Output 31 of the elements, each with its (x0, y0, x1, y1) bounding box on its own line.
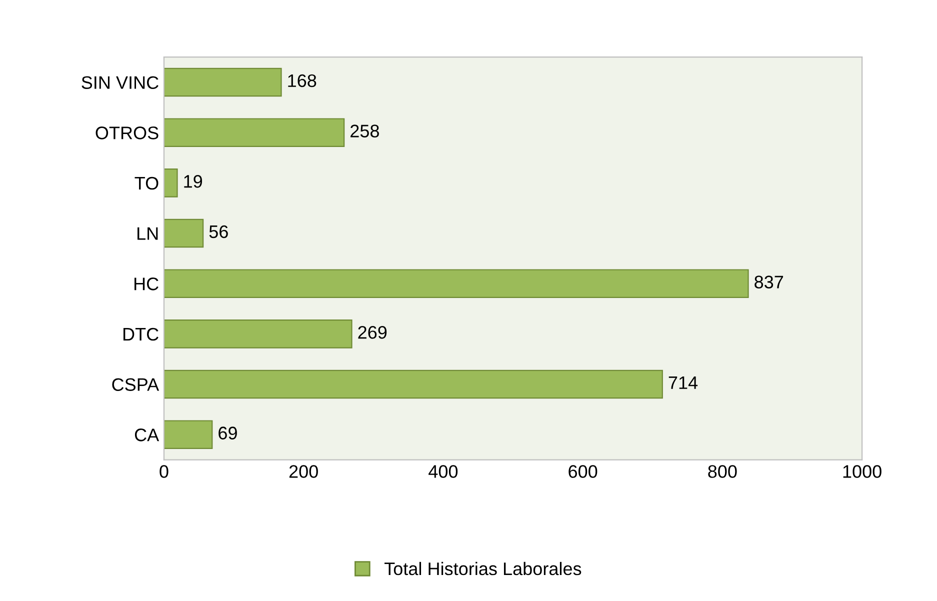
bar (164, 320, 352, 348)
bar (164, 218, 204, 248)
bar (164, 420, 213, 449)
y-tick-label: TO (134, 176, 158, 190)
data-label: 19 (184, 174, 202, 188)
y-tick-label: OTROS (96, 126, 158, 140)
bar (164, 269, 749, 298)
x-tick-label: 800 (708, 465, 737, 478)
data-label: 269 (358, 326, 387, 339)
data-label: 69 (218, 426, 237, 440)
data-label: 258 (350, 124, 379, 138)
data-label: 714 (668, 376, 698, 389)
bar (164, 168, 178, 198)
y-tick-label: HC (134, 278, 158, 290)
x-tick-label: 600 (568, 465, 598, 478)
bar (164, 370, 663, 399)
x-tick-label: 1000 (843, 465, 882, 478)
data-label: 837 (754, 276, 784, 288)
y-tick-label: CA (134, 428, 160, 442)
bar (164, 118, 345, 147)
y-tick-label: SIN VINC (82, 76, 158, 89)
bar (164, 68, 282, 97)
y-tick-label: CSPA (112, 378, 160, 391)
data-label: 56 (209, 225, 228, 238)
x-tick-label: 0 (160, 465, 168, 478)
y-tick-label: DTC (123, 328, 158, 341)
x-tick-label: 200 (289, 465, 318, 478)
legend-label: Total Historias Laborales (384, 562, 582, 576)
x-tick-label: 400 (428, 465, 458, 478)
data-label: 168 (288, 74, 316, 88)
y-tick-label: LN (138, 227, 158, 240)
